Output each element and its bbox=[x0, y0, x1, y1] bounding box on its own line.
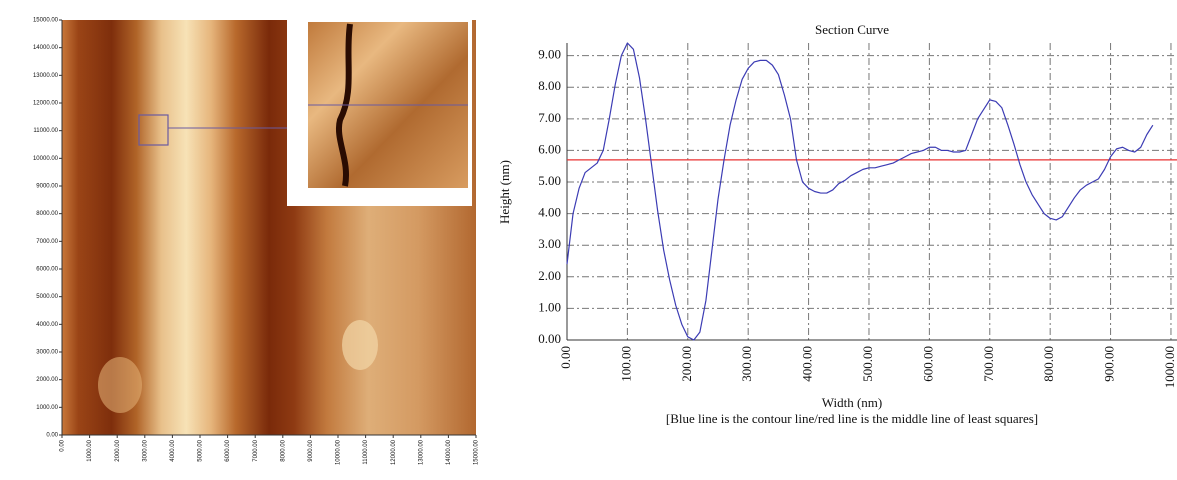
y-tick-label: 4.00 bbox=[538, 205, 561, 220]
afm-feature bbox=[98, 357, 142, 413]
x-tick-label: 0.00 bbox=[558, 346, 573, 369]
x-tick-label: 400.00 bbox=[800, 346, 815, 382]
x-tick-label: 1000.00 bbox=[87, 439, 93, 461]
y-tick-label: 11000.00 bbox=[33, 128, 58, 134]
y-tick-label: 12000.00 bbox=[33, 101, 59, 107]
x-tick-label: 800.00 bbox=[1041, 346, 1056, 382]
section-panel: Section Curve Height (nm) Width (nm) [Bl… bbox=[497, 22, 1177, 426]
x-tick-label: 500.00 bbox=[860, 346, 875, 382]
y-tick-label: 3000.00 bbox=[36, 350, 58, 356]
contour-line bbox=[566, 42, 1154, 341]
afm-panel: 0.00 1000.00 2000.00 3000.00 4000.00 5000.00 6… bbox=[33, 18, 480, 465]
x-tick-label: 14000.00 bbox=[446, 439, 452, 465]
x-tick-label: 2000.00 bbox=[115, 439, 121, 461]
y-tick-label: 3.00 bbox=[538, 236, 561, 251]
y-tick-label: 5000.00 bbox=[36, 294, 58, 300]
y-tick-label: 13000.00 bbox=[33, 73, 59, 79]
inset-feature bbox=[336, 23, 353, 187]
x-axis-label: Width (nm) bbox=[822, 395, 883, 410]
x-tick-label: 7000.00 bbox=[253, 439, 259, 461]
x-tick-label: 8000.00 bbox=[280, 439, 286, 461]
y-tick-label: 6.00 bbox=[538, 141, 561, 156]
y-tick-label: 4000.00 bbox=[36, 322, 58, 328]
y-axis-label: Height (nm) bbox=[497, 160, 512, 224]
y-tick-label: 6000.00 bbox=[36, 267, 58, 273]
afm-feature bbox=[342, 320, 378, 370]
x-tick-label: 15000.00 bbox=[474, 439, 480, 465]
x-tick-label: 13000.00 bbox=[418, 439, 424, 465]
y-tick-label: 2000.00 bbox=[36, 377, 58, 383]
x-tick-label: 9000.00 bbox=[308, 439, 314, 461]
caption: [Blue line is the contour line/red line … bbox=[666, 411, 1038, 426]
x-tick-label: 700.00 bbox=[981, 346, 996, 382]
x-tick-label: 200.00 bbox=[679, 346, 694, 382]
x-tick-label: 10000.00 bbox=[336, 439, 342, 465]
y-tick-label: 10000.00 bbox=[33, 156, 59, 162]
x-tick-label: 1000.00 bbox=[1162, 346, 1177, 388]
x-tick-label: 5000.00 bbox=[198, 439, 204, 461]
x-tick-label: 100.00 bbox=[618, 346, 633, 382]
y-tick-label: 7.00 bbox=[538, 110, 561, 125]
x-tick-label: 12000.00 bbox=[391, 439, 397, 465]
x-tick-label: 300.00 bbox=[739, 346, 754, 382]
y-tick-label: 15000.00 bbox=[33, 18, 59, 24]
x-tick-label: 900.00 bbox=[1102, 346, 1117, 382]
y-tick-label: 14000.00 bbox=[33, 45, 59, 51]
y-tick-label: 5.00 bbox=[538, 173, 561, 188]
selection-box bbox=[138, 114, 169, 146]
y-tick-label: 8.00 bbox=[538, 78, 561, 93]
chart-title: Section Curve bbox=[815, 22, 889, 37]
y-tick-label: 2.00 bbox=[538, 268, 561, 283]
y-tick-label: 0.00 bbox=[538, 331, 561, 346]
x-tick-label: 11000.00 bbox=[363, 439, 369, 464]
x-tick-label: 3000.00 bbox=[142, 439, 148, 461]
y-tick-label: 7000.00 bbox=[36, 239, 58, 245]
x-tick-label: 6000.00 bbox=[225, 439, 231, 461]
y-tick-label: 9.00 bbox=[538, 47, 561, 62]
x-tick-label: 4000.00 bbox=[170, 439, 176, 461]
x-tick-label: 600.00 bbox=[920, 346, 935, 382]
x-tick-label: 0.00 bbox=[60, 439, 66, 451]
y-tick-label: 8000.00 bbox=[36, 211, 58, 217]
y-tick-label: 9000.00 bbox=[36, 184, 58, 190]
y-tick-label: 0.00 bbox=[46, 433, 58, 439]
y-tick-label: 1.00 bbox=[538, 299, 561, 314]
y-tick-label: 1000.00 bbox=[36, 405, 58, 411]
